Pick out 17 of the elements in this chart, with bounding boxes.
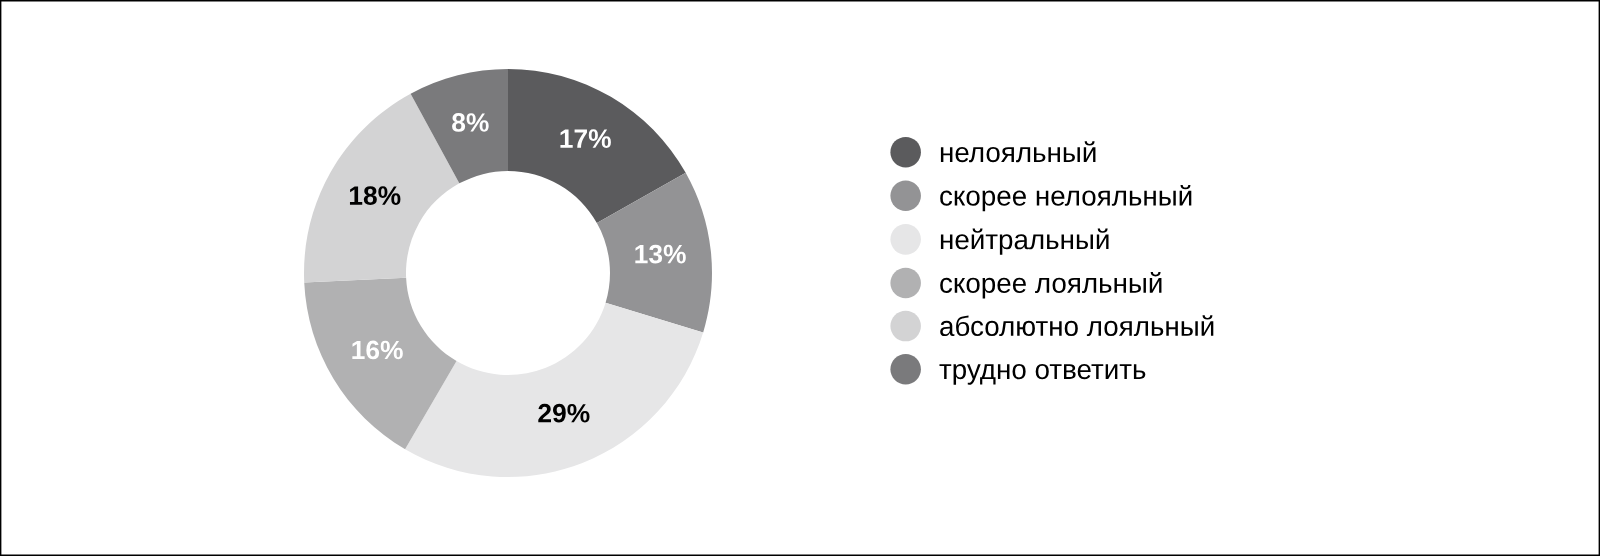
data-label: 16% <box>352 340 403 360</box>
donut-slice <box>410 69 508 184</box>
donut-slice <box>596 172 712 333</box>
data-label: 17% <box>560 129 611 148</box>
donut-slice <box>304 277 457 450</box>
data-label: 29% <box>538 403 590 423</box>
legend-label: трудно ответить <box>939 363 1146 385</box>
donut-slice <box>405 302 704 477</box>
legend-label: нейтральный <box>940 228 1109 255</box>
legend-label: нелояльный <box>940 141 1096 163</box>
legend-label: скорее нелояльный <box>940 184 1192 212</box>
data-label: 8% <box>452 113 489 132</box>
legend-label: абсолютно лояльный <box>940 315 1214 337</box>
data-label: 13% <box>635 244 686 264</box>
data-label: 18% <box>349 186 401 205</box>
legend-label: скорее лояльный <box>940 272 1162 299</box>
donut-slice <box>508 69 686 223</box>
